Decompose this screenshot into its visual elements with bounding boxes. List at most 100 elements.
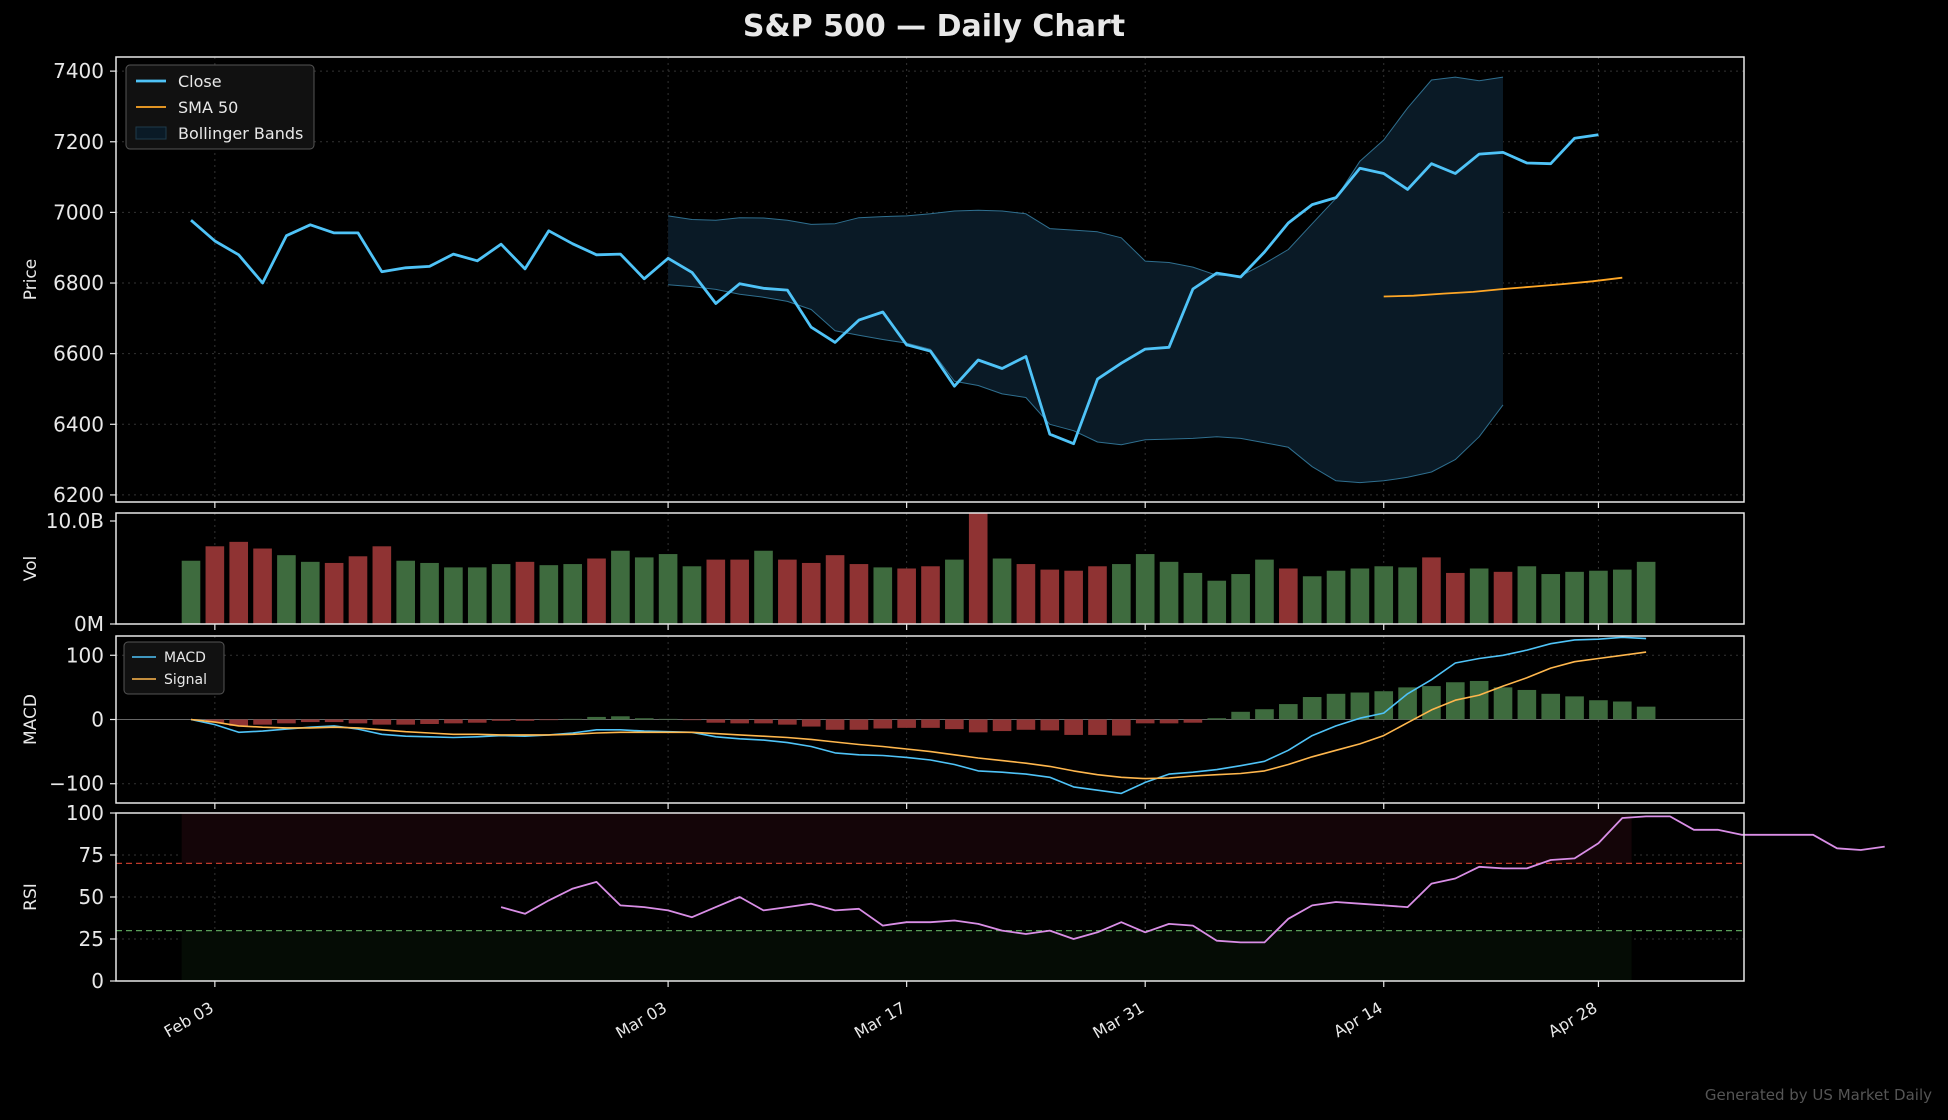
- volume-bar: [1350, 568, 1370, 624]
- rsi-y-axis-label: RSI: [21, 883, 41, 911]
- macd-histogram-bar: [1183, 719, 1203, 723]
- macd-histogram-bar: [1374, 691, 1394, 720]
- volume-bar: [992, 558, 1012, 624]
- macd-histogram-bar: [1493, 687, 1513, 720]
- macd-histogram-bar: [420, 719, 439, 724]
- macd-histogram-bar: [825, 719, 845, 730]
- volume-bar: [1255, 559, 1274, 624]
- signal-line: [190, 651, 1647, 780]
- volume-bar: [1302, 576, 1322, 624]
- volume-bar: [444, 567, 463, 624]
- volume-bar: [1279, 568, 1298, 624]
- macd-histogram-bar: [1422, 686, 1441, 720]
- macd-histogram-bar: [634, 718, 654, 720]
- volume-bar: [1159, 561, 1179, 624]
- volume-panel-frame: [115, 512, 1745, 625]
- macd-histogram-bar: [921, 719, 940, 728]
- volume-bar: [1469, 568, 1489, 624]
- macd-histogram-bar: [396, 719, 415, 725]
- macd-histogram-bar: [1302, 697, 1322, 720]
- volume-bar: [1040, 569, 1060, 624]
- macd-histogram-bar: [1517, 689, 1537, 720]
- volume-bar: [491, 564, 511, 624]
- macd-legend-box: [123, 641, 225, 695]
- volume-bar: [1231, 574, 1250, 624]
- macd-histogram-bar: [1040, 719, 1060, 731]
- volume-bar: [1541, 574, 1561, 624]
- price-legend-box: [125, 64, 315, 150]
- volume-bar: [1088, 566, 1107, 624]
- macd-histogram-bar: [706, 719, 726, 723]
- volume-bar: [921, 566, 940, 624]
- volume-bar: [1446, 572, 1465, 624]
- macd-histogram-bar: [205, 719, 225, 723]
- volume-bar: [801, 562, 821, 624]
- macd-histogram-bar: [1159, 719, 1179, 724]
- volume-bar: [730, 559, 749, 624]
- rsi-y-tick-label: 25: [79, 927, 104, 951]
- volume-bar: [324, 562, 344, 624]
- price-y-tick-label: 7400: [53, 59, 104, 83]
- legend-label-signal: Signal: [164, 672, 207, 688]
- macd-panel-frame: [115, 635, 1745, 804]
- macd-y-tick-label: 0: [91, 708, 104, 732]
- volume-bar: [611, 550, 630, 624]
- volume-y-tick-label: 10.0B: [46, 509, 104, 533]
- macd-histogram-bar: [801, 719, 821, 727]
- volume-bar: [1398, 567, 1417, 624]
- macd-histogram-bar: [897, 719, 916, 728]
- macd-histogram-bar: [277, 719, 296, 724]
- volume-bar: [515, 561, 535, 624]
- macd-histogram-bar: [1255, 709, 1274, 720]
- price-y-axis-label: Price: [21, 259, 41, 300]
- legend-label-macd: MACD: [164, 650, 206, 666]
- volume-bar: [1612, 569, 1632, 624]
- volume-bar: [420, 562, 439, 624]
- macd-histogram-bar: [1612, 701, 1632, 720]
- bollinger-lower-line: [668, 284, 1504, 484]
- price-y-tick-label: 6400: [53, 412, 104, 436]
- legend-label-bollinger: Bollinger Bands: [178, 124, 303, 143]
- volume-bar: [634, 557, 654, 624]
- macd-histogram-bar: [778, 719, 797, 725]
- volume-bar: [1016, 564, 1036, 624]
- volume-bar: [1636, 561, 1656, 624]
- volume-bar: [897, 568, 916, 624]
- volume-bar: [277, 555, 296, 624]
- legend-label-close: Close: [178, 72, 222, 91]
- macd-histogram-bar: [1207, 718, 1227, 720]
- rsi-oversold-zone: [181, 930, 1632, 981]
- rsi-overbought-zone: [181, 813, 1632, 864]
- volume-bar: [1112, 564, 1131, 624]
- volume-bar: [1064, 570, 1083, 624]
- macd-histogram-bar: [300, 719, 320, 723]
- price-panel-frame: [115, 56, 1745, 503]
- volume-bar: [706, 559, 726, 624]
- macd-histogram-bar: [873, 719, 893, 729]
- volume-bar: [1326, 570, 1346, 624]
- macd-histogram-bar: [1088, 719, 1107, 735]
- volume-bar: [658, 554, 678, 624]
- macd-histogram-bar: [968, 719, 988, 733]
- macd-histogram-bar: [1565, 696, 1584, 720]
- macd-histogram-bar: [348, 719, 368, 724]
- volume-bar: [1183, 572, 1203, 624]
- volume-bar: [1207, 580, 1227, 624]
- legend-swatch-bollinger: [135, 126, 167, 140]
- price-y-tick-label: 6600: [53, 342, 104, 366]
- volume-bar: [945, 559, 964, 624]
- macd-histogram-bar: [1636, 706, 1656, 720]
- macd-histogram-bar: [1016, 719, 1036, 730]
- chart-title: S&P 500 — Daily Chart: [743, 9, 1125, 44]
- macd-y-tick-label: −100: [49, 772, 104, 796]
- macd-histogram-bar: [1064, 719, 1083, 735]
- volume-bar: [849, 564, 869, 624]
- macd-histogram-bar: [372, 719, 392, 725]
- macd-histogram-bar: [324, 719, 344, 723]
- price-y-tick-label: 7200: [53, 130, 104, 154]
- price-y-tick-label: 6200: [53, 483, 104, 507]
- price-y-tick-label: 6800: [53, 271, 104, 295]
- volume-bar: [467, 567, 487, 624]
